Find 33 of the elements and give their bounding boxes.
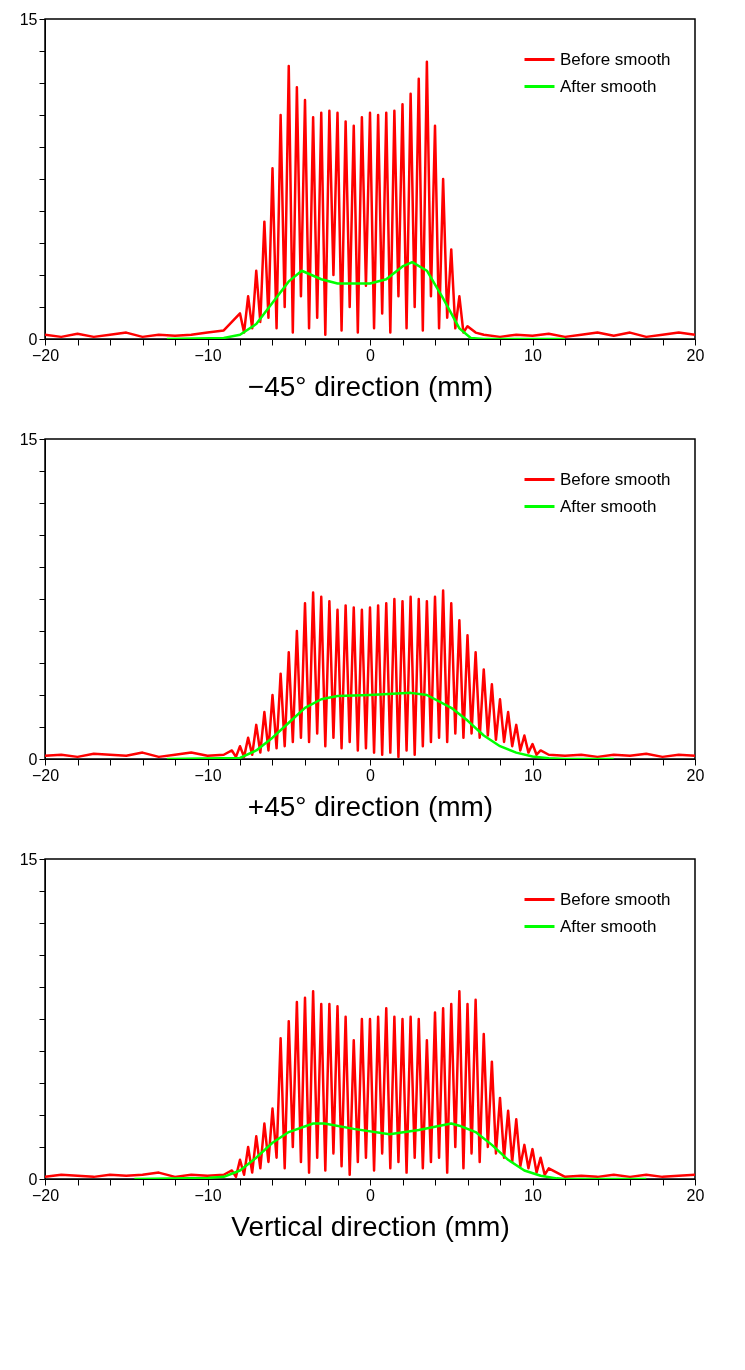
line-series	[165, 260, 567, 339]
x-tick-label: 10	[524, 766, 542, 784]
y-tick-label: 0	[28, 330, 38, 348]
x-tick-label: −20	[31, 766, 60, 784]
x-tick-label: 10	[524, 346, 542, 364]
x-axis-title: −45° direction (mm)	[247, 370, 494, 402]
x-tick-label: −10	[194, 1186, 222, 1204]
y-tick-label: 15	[19, 430, 38, 448]
x-axis-title: Vertical direction (mm)	[231, 1210, 510, 1242]
x-tick-label: −10	[194, 766, 222, 784]
x-tick-label: −20	[31, 1186, 60, 1204]
legend-label: After smooth	[560, 496, 657, 516]
x-tick-label: 20	[686, 766, 705, 784]
x-axis-title: +45° direction (mm)	[247, 790, 494, 822]
x-tick-label: 0	[366, 766, 376, 784]
legend-label: After smooth	[560, 76, 657, 96]
line-series	[165, 691, 615, 759]
y-tick-label: 15	[19, 10, 38, 28]
y-tick-label: 0	[28, 750, 38, 768]
x-tick-label: 10	[524, 1186, 542, 1204]
x-tick-label: −20	[31, 346, 60, 364]
x-tick-label: 0	[366, 1186, 376, 1204]
x-tick-label: 20	[686, 346, 705, 364]
legend-label: Before smooth	[560, 469, 671, 489]
y-tick-label: 15	[19, 850, 38, 868]
line-series	[133, 1122, 648, 1179]
legend-label: After smooth	[560, 916, 657, 936]
y-tick-label: 0	[28, 1170, 38, 1188]
x-tick-label: 0	[366, 346, 376, 364]
legend-label: Before smooth	[560, 49, 671, 69]
x-tick-label: 20	[686, 1186, 705, 1204]
x-tick-label: −10	[194, 346, 222, 364]
legend-label: Before smooth	[560, 889, 671, 909]
